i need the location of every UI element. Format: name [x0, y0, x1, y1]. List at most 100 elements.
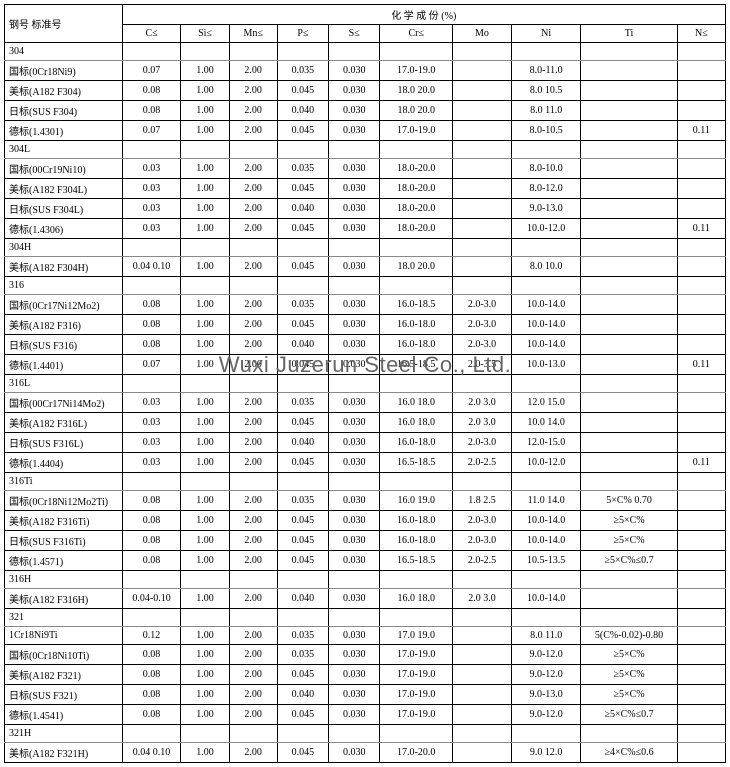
data-cell: 2.00: [229, 121, 277, 141]
data-cell: 2.0-3.0: [453, 295, 512, 315]
row-label: 美标(A182 F321): [5, 665, 123, 685]
data-cell: [677, 199, 725, 219]
header-col: P≤: [277, 25, 328, 43]
row-label: 美标(A182 F316L): [5, 413, 123, 433]
data-cell: 0.07: [122, 61, 181, 81]
data-cell: 0.035: [277, 627, 328, 645]
data-cell: [453, 219, 512, 239]
data-cell: 0.03: [122, 199, 181, 219]
data-cell: 1.00: [181, 705, 229, 725]
data-cell: 0.030: [329, 335, 380, 355]
empty-cell: [329, 609, 380, 627]
data-cell: 0.030: [329, 551, 380, 571]
data-cell: 12.0-15.0: [511, 433, 581, 453]
data-cell: 0.045: [277, 743, 328, 763]
data-cell: [453, 257, 512, 277]
table-row: 国标(0Cr18Ni9)0.071.002.000.0350.03017.0-1…: [5, 61, 726, 81]
empty-cell: [229, 239, 277, 257]
data-cell: 0.03: [122, 179, 181, 199]
row-label: 德标(1.4571): [5, 551, 123, 571]
data-cell: 0.035: [277, 645, 328, 665]
data-cell: 1.00: [181, 665, 229, 685]
data-cell: 1.00: [181, 627, 229, 645]
data-cell: 1.00: [181, 531, 229, 551]
empty-cell: [122, 277, 181, 295]
empty-cell: [380, 571, 453, 589]
data-cell: [581, 413, 677, 433]
data-cell: 2.00: [229, 685, 277, 705]
data-cell: 9.0-12.0: [511, 705, 581, 725]
data-cell: 0.040: [277, 589, 328, 609]
data-cell: [677, 551, 725, 571]
data-cell: [581, 179, 677, 199]
data-cell: 16.0-18.0: [380, 433, 453, 453]
data-cell: 0.08: [122, 295, 181, 315]
empty-cell: [229, 571, 277, 589]
empty-cell: [511, 277, 581, 295]
data-cell: 2.0-3.0: [453, 315, 512, 335]
data-cell: 0.045: [277, 453, 328, 473]
row-label: 德标(1.4306): [5, 219, 123, 239]
empty-cell: [453, 239, 512, 257]
data-cell: [677, 627, 725, 645]
data-cell: 18.0-20.0: [380, 219, 453, 239]
data-cell: 2.00: [229, 199, 277, 219]
row-label: 美标(A182 F304): [5, 81, 123, 101]
empty-cell: [677, 43, 725, 61]
empty-cell: [380, 277, 453, 295]
data-cell: [677, 665, 725, 685]
table-row: 美标(A182 F321H)0.04 0.101.002.000.0450.03…: [5, 743, 726, 763]
data-cell: 2.00: [229, 551, 277, 571]
data-cell: 0.03: [122, 159, 181, 179]
data-cell: 0.030: [329, 179, 380, 199]
empty-cell: [511, 571, 581, 589]
header-col: Ni: [511, 25, 581, 43]
empty-cell: [229, 141, 277, 159]
data-cell: 1.00: [181, 295, 229, 315]
group-name: 304L: [5, 141, 123, 159]
data-cell: 0.045: [277, 315, 328, 335]
data-cell: 0.030: [329, 159, 380, 179]
empty-cell: [511, 375, 581, 393]
empty-cell: [277, 43, 328, 61]
data-cell: 1.00: [181, 433, 229, 453]
data-cell: 0.030: [329, 685, 380, 705]
composition-table: 钢号 标准号 化 学 成 份 (%) C≤Si≤Mn≤P≤S≤Cr≤MoNiTi…: [4, 4, 726, 763]
data-cell: 17.0-20.0: [380, 743, 453, 763]
empty-cell: [329, 571, 380, 589]
data-cell: 0.03: [122, 433, 181, 453]
group-name: 316L: [5, 375, 123, 393]
data-cell: 2.00: [229, 589, 277, 609]
data-cell: 0.08: [122, 511, 181, 531]
data-cell: 10.0-12.0: [511, 219, 581, 239]
empty-cell: [511, 43, 581, 61]
data-cell: 2.0-2.5: [453, 551, 512, 571]
row-label: 美标(A182 F316Ti): [5, 511, 123, 531]
data-cell: [581, 453, 677, 473]
group-header-row: 316: [5, 277, 726, 295]
data-cell: 2.00: [229, 81, 277, 101]
data-cell: ≥5×C%≤0.7: [581, 551, 677, 571]
data-cell: [581, 355, 677, 375]
data-cell: 1.00: [181, 315, 229, 335]
data-cell: [453, 743, 512, 763]
empty-cell: [329, 473, 380, 491]
empty-cell: [181, 141, 229, 159]
empty-cell: [229, 43, 277, 61]
data-cell: 2.00: [229, 393, 277, 413]
data-cell: [677, 61, 725, 81]
data-cell: ≥5×C%: [581, 531, 677, 551]
empty-cell: [677, 239, 725, 257]
empty-cell: [453, 375, 512, 393]
data-cell: 12.0 15.0: [511, 393, 581, 413]
data-cell: 18.0-20.0: [380, 159, 453, 179]
empty-cell: [453, 277, 512, 295]
data-cell: 18.0-20.0: [380, 199, 453, 219]
data-cell: [581, 315, 677, 335]
data-cell: 17.0-19.0: [380, 685, 453, 705]
data-cell: 0.11: [677, 219, 725, 239]
data-cell: [453, 61, 512, 81]
data-cell: 1.00: [181, 393, 229, 413]
data-cell: 0.030: [329, 199, 380, 219]
header-col: Mo: [453, 25, 512, 43]
